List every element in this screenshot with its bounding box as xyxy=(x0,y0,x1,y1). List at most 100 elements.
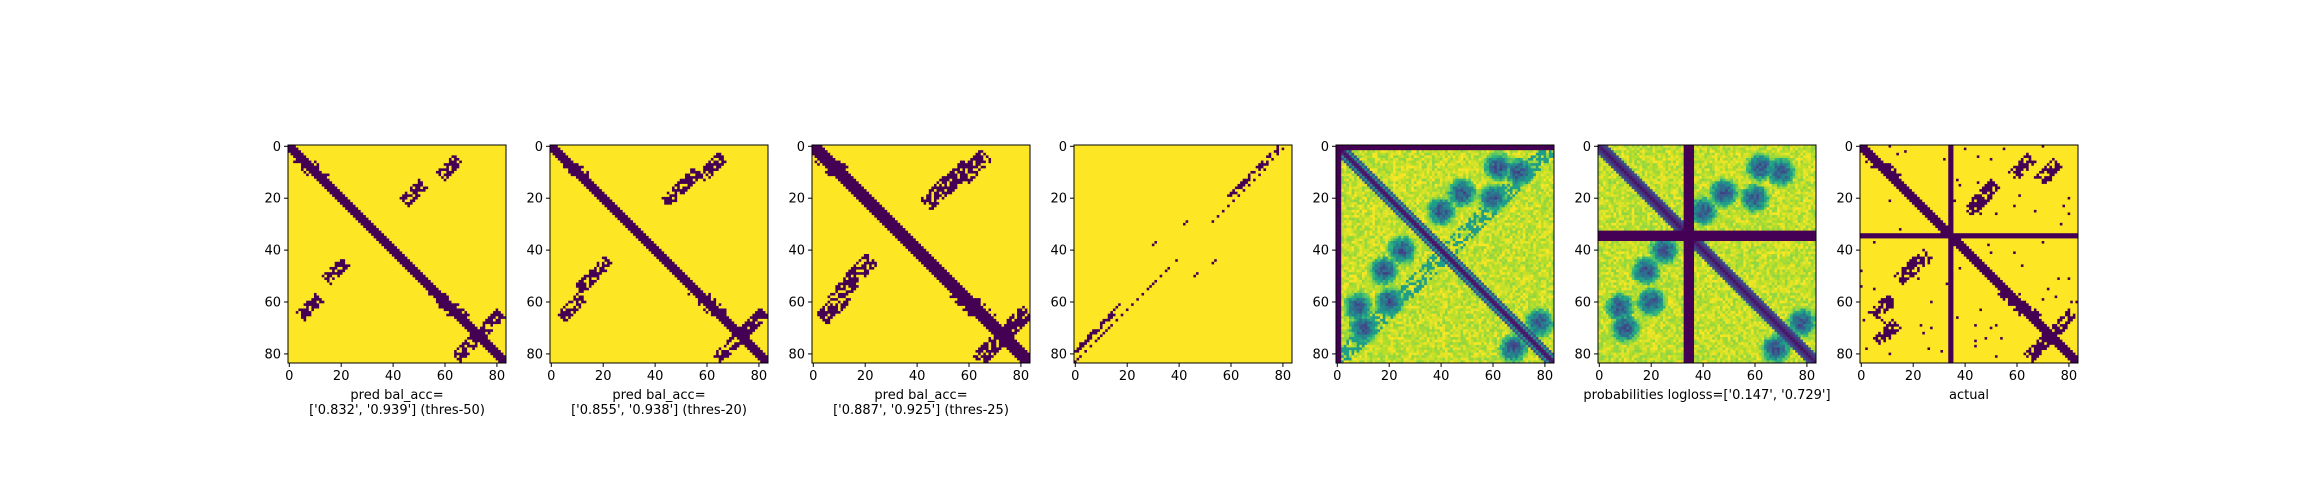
heatmap-cell xyxy=(418,187,421,190)
heatmap-cell xyxy=(327,189,330,192)
heatmap-cell xyxy=(439,218,442,221)
heatmap-cell xyxy=(433,168,436,171)
heatmap-cell xyxy=(348,254,351,257)
heatmap-cell xyxy=(441,200,444,203)
heatmap-cell xyxy=(426,249,429,252)
heatmap-cell xyxy=(374,241,377,244)
heatmap-cell xyxy=(293,200,296,203)
heatmap-cell xyxy=(350,251,353,254)
heatmap-cell xyxy=(439,150,442,153)
heatmap-cell xyxy=(379,254,382,257)
heatmap-cell xyxy=(431,251,434,254)
heatmap-cell xyxy=(490,236,493,239)
heatmap-cell xyxy=(477,218,480,221)
heatmap-cell xyxy=(431,231,434,234)
heatmap-cell xyxy=(397,187,400,190)
heatmap-cell xyxy=(483,251,486,254)
heatmap-cell xyxy=(485,223,488,226)
heatmap-cell xyxy=(452,179,455,182)
heatmap-cell xyxy=(379,192,382,195)
heatmap-cell xyxy=(405,228,408,231)
heatmap-cell xyxy=(340,179,343,182)
heatmap-cell xyxy=(374,174,377,177)
heatmap-cell xyxy=(332,215,335,218)
heatmap-cell xyxy=(355,184,358,187)
heatmap-cell xyxy=(358,220,361,223)
heatmap-cell xyxy=(384,205,387,208)
heatmap-cell xyxy=(452,181,455,184)
heatmap-cell xyxy=(327,192,330,195)
heatmap-cell xyxy=(371,249,374,252)
heatmap-cell xyxy=(306,184,309,187)
heatmap-cell xyxy=(371,192,374,195)
heatmap-cell xyxy=(488,225,491,228)
heatmap-cell xyxy=(431,166,434,169)
heatmap-cell xyxy=(291,246,294,249)
heatmap-cell xyxy=(464,254,467,257)
heatmap-cell xyxy=(420,181,423,184)
heatmap-cell xyxy=(501,231,504,234)
heatmap-cell xyxy=(293,228,296,231)
heatmap-cell xyxy=(306,228,309,231)
heatmap-cell xyxy=(449,200,452,203)
heatmap-cell xyxy=(488,251,491,254)
heatmap-cell xyxy=(501,244,504,247)
heatmap-cell xyxy=(439,249,442,252)
heatmap-cell xyxy=(343,187,346,190)
heatmap-cell xyxy=(477,194,480,197)
heatmap-cell xyxy=(472,218,475,221)
heatmap-cell xyxy=(428,168,431,171)
heatmap-cell xyxy=(363,187,366,190)
heatmap-cell xyxy=(400,249,403,252)
heatmap-cell xyxy=(389,197,392,200)
heatmap-cell xyxy=(363,148,366,151)
heatmap-cell xyxy=(493,161,496,164)
heatmap-cell xyxy=(428,179,431,182)
heatmap-cell xyxy=(449,254,452,257)
heatmap-cell xyxy=(472,158,475,161)
heatmap-cell xyxy=(298,158,301,161)
heatmap-cell xyxy=(470,241,473,244)
heatmap-cell xyxy=(475,218,478,221)
heatmap-cell xyxy=(368,179,371,182)
heatmap-cell xyxy=(343,197,346,200)
heatmap-cell xyxy=(330,233,333,236)
heatmap-cell xyxy=(496,218,499,221)
heatmap-cell xyxy=(376,171,379,174)
heatmap-cell xyxy=(298,225,301,228)
heatmap-cell xyxy=(436,194,439,197)
heatmap-cell xyxy=(314,233,317,236)
heatmap-cell xyxy=(420,215,423,218)
heatmap-cell xyxy=(433,251,436,254)
heatmap-cell xyxy=(402,254,405,257)
heatmap-cell xyxy=(400,244,403,247)
heatmap-cell xyxy=(301,200,304,203)
heatmap-cell xyxy=(314,228,317,231)
heatmap-cell xyxy=(426,187,429,190)
heatmap-cell xyxy=(449,220,452,223)
heatmap-cell xyxy=(374,205,377,208)
heatmap-cell xyxy=(397,171,400,174)
heatmap-cell xyxy=(439,148,442,151)
heatmap-cell xyxy=(449,225,452,228)
heatmap-cell xyxy=(397,254,400,257)
heatmap-cell xyxy=(498,184,501,187)
heatmap-cell xyxy=(327,202,330,205)
heatmap-cell xyxy=(327,257,330,260)
heatmap-cell xyxy=(319,207,322,210)
heatmap-cell xyxy=(413,215,416,218)
heatmap-cell xyxy=(405,202,408,205)
heatmap-cell xyxy=(340,184,343,187)
heatmap-cell xyxy=(387,241,390,244)
heatmap-cell xyxy=(330,205,333,208)
heatmap-cell xyxy=(488,205,491,208)
heatmap-cell xyxy=(496,171,499,174)
heatmap-cell xyxy=(355,259,358,262)
heatmap-cell xyxy=(480,184,483,187)
heatmap-cell xyxy=(335,249,338,252)
heatmap-cell xyxy=(467,194,470,197)
heatmap-cell xyxy=(343,168,346,171)
heatmap-cell xyxy=(389,189,392,192)
heatmap-cell xyxy=(457,241,460,244)
heatmap-cell xyxy=(394,161,397,164)
